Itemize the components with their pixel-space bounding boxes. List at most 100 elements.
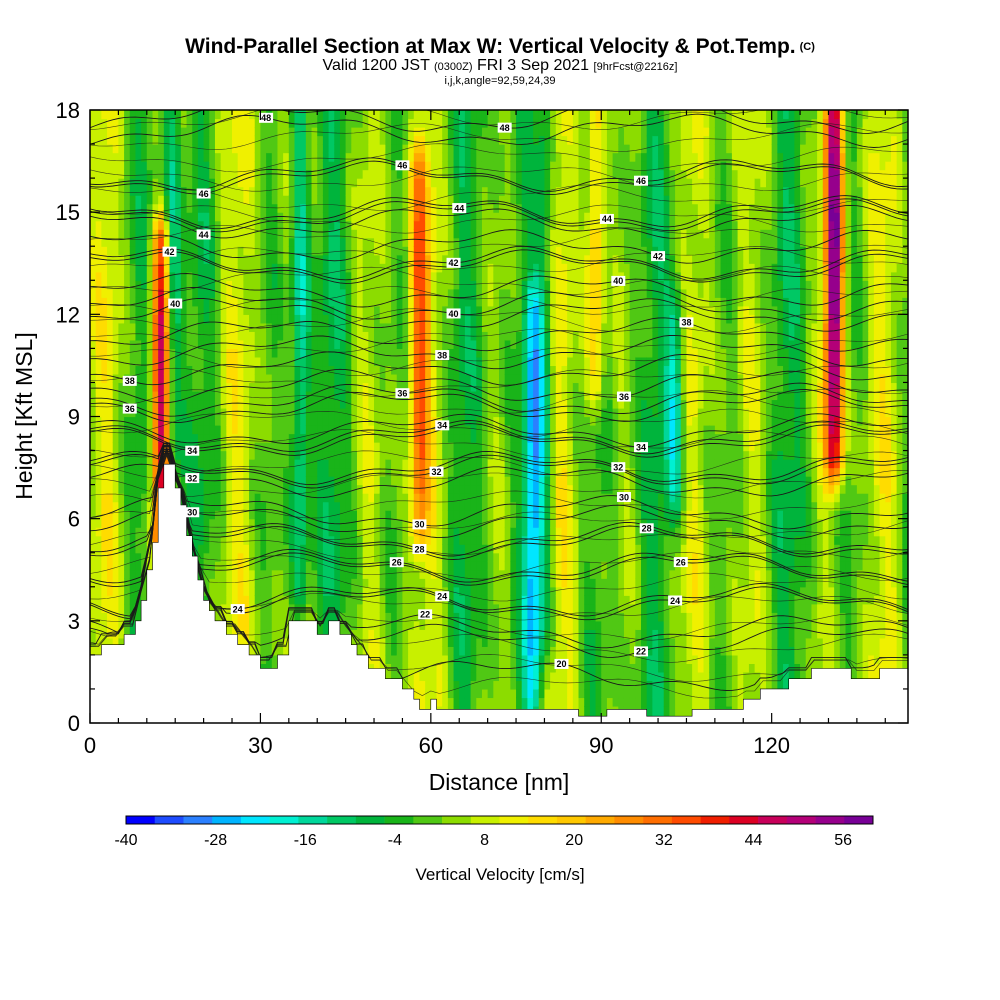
heatmap-cell <box>345 152 352 162</box>
heatmap-cell <box>249 535 256 545</box>
heatmap-cell <box>430 442 438 452</box>
heatmap-cell <box>311 339 318 349</box>
heatmap-cell <box>430 433 438 443</box>
heatmap-cell <box>283 390 290 401</box>
heatmap-cell <box>379 425 386 435</box>
heatmap-cell <box>169 186 176 196</box>
heatmap-cell <box>214 161 222 171</box>
heatmap-cell <box>203 399 210 409</box>
heatmap-cell <box>118 152 125 162</box>
heatmap-cell <box>413 527 421 537</box>
heatmap-cell <box>249 518 256 528</box>
heatmap-cell <box>158 178 165 188</box>
heatmap-cell <box>476 688 483 699</box>
heatmap-cell <box>396 442 404 452</box>
heatmap-cell <box>322 356 330 367</box>
heatmap-cell <box>260 527 267 537</box>
heatmap-cell <box>135 433 142 443</box>
heatmap-cell <box>271 637 279 647</box>
heatmap-cell <box>232 237 239 247</box>
heatmap-cell <box>345 450 352 460</box>
heatmap-cell <box>209 433 216 443</box>
heatmap-cell <box>413 365 421 375</box>
heatmap-cell <box>112 331 120 341</box>
heatmap-cell <box>146 152 154 162</box>
heatmap-cell <box>470 501 477 511</box>
heatmap-cell <box>192 382 199 392</box>
heatmap-cell <box>379 110 386 120</box>
heatmap-cell <box>402 620 409 630</box>
heatmap-cell <box>305 135 313 145</box>
heatmap-cell <box>391 280 398 290</box>
heatmap-cell <box>334 348 341 358</box>
heatmap-cell <box>447 442 455 452</box>
heatmap-cell <box>317 356 324 367</box>
heatmap-cell <box>442 305 449 315</box>
heatmap-cell <box>351 416 358 426</box>
heatmap-cell <box>135 544 142 554</box>
heatmap-cell <box>476 450 483 460</box>
heatmap-cell <box>374 331 381 341</box>
heatmap-cell <box>186 433 193 443</box>
heatmap-cell <box>322 407 330 418</box>
heatmap-cell <box>419 271 426 281</box>
heatmap-cell <box>305 595 313 605</box>
heatmap-cell <box>470 680 477 690</box>
heatmap-cell <box>362 339 369 349</box>
heatmap-cell <box>260 595 267 605</box>
heatmap-cell <box>186 484 193 494</box>
heatmap-cell <box>214 152 222 162</box>
heatmap-cell <box>317 382 324 392</box>
heatmap-cell <box>419 467 426 477</box>
heatmap-cell <box>175 169 182 179</box>
heatmap-cell <box>391 297 398 307</box>
heatmap-cell <box>158 339 165 349</box>
heatmap-cell <box>197 552 205 562</box>
heatmap-cell <box>362 263 369 273</box>
heatmap-cell <box>305 152 313 162</box>
heatmap-cell <box>186 382 193 392</box>
heatmap-cell <box>447 331 455 341</box>
heatmap-cell <box>107 229 114 239</box>
heatmap-cell <box>300 518 307 528</box>
heatmap-cell <box>345 390 352 401</box>
heatmap-cell <box>419 348 426 358</box>
heatmap-cell <box>385 169 392 179</box>
heatmap-cell <box>158 442 165 452</box>
heatmap-cell <box>107 390 114 401</box>
heatmap-cell <box>135 178 142 188</box>
heatmap-cell <box>436 339 443 349</box>
heatmap-cell <box>470 637 477 647</box>
heatmap-cell <box>334 484 341 494</box>
heatmap-cell <box>322 348 330 358</box>
heatmap-cell <box>322 237 330 247</box>
heatmap-cell <box>436 263 443 273</box>
heatmap-cell <box>180 127 188 137</box>
heatmap-cell <box>447 110 455 120</box>
heatmap-cell <box>101 314 108 324</box>
heatmap-cell <box>419 220 426 230</box>
heatmap-cell <box>322 246 330 256</box>
heatmap-cell <box>124 246 131 256</box>
heatmap-cell <box>266 586 273 596</box>
heatmap-cell <box>396 578 404 588</box>
heatmap-cell <box>237 561 244 571</box>
heatmap-cell <box>436 637 443 647</box>
heatmap-cell <box>146 203 154 213</box>
heatmap-cell <box>209 305 216 315</box>
heatmap-cell <box>237 220 244 230</box>
heatmap-cell <box>271 501 279 511</box>
heatmap-cell <box>425 510 432 520</box>
heatmap-cell <box>328 254 335 264</box>
heatmap-cell <box>419 671 426 682</box>
heatmap-cell <box>220 152 227 162</box>
heatmap-cell <box>129 161 137 171</box>
heatmap-cell <box>402 544 409 554</box>
heatmap-cell <box>203 178 210 188</box>
heatmap-cell <box>186 348 193 358</box>
heatmap-cell <box>214 467 222 477</box>
heatmap-cell <box>368 433 375 443</box>
heatmap-cell <box>447 561 455 571</box>
heatmap-cell <box>476 212 483 222</box>
heatmap-cell <box>317 612 324 622</box>
